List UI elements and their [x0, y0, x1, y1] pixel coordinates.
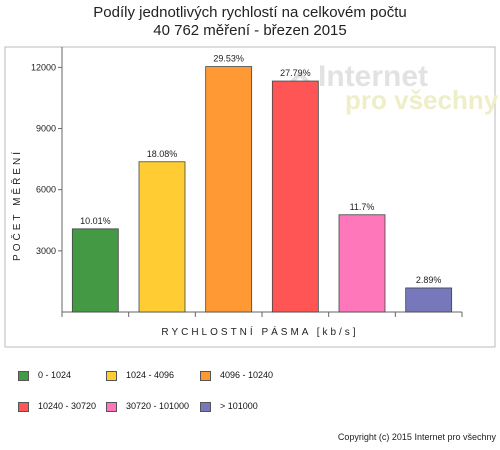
legend-item: 30720 - 101000	[106, 401, 189, 412]
legend-swatch	[200, 370, 211, 381]
legend-label: 30720 - 101000	[126, 401, 190, 411]
legend-swatch	[18, 370, 29, 381]
legend-swatch	[106, 401, 117, 412]
legend-swatch	[18, 401, 29, 412]
bar	[205, 66, 253, 313]
bar-data-label: 18.08%	[147, 149, 178, 159]
legend-swatch	[106, 370, 117, 381]
legend-label: 0 - 1024	[38, 370, 72, 380]
legend-label: 10240 - 30720	[38, 401, 97, 411]
chart-frame	[4, 46, 496, 348]
y-tick-label: 6000	[36, 185, 56, 195]
bar-data-label: 11.7%	[350, 202, 375, 212]
bar-data-label: 10.01%	[80, 216, 111, 226]
legend-item: 4096 - 10240	[200, 370, 273, 381]
bar	[271, 80, 319, 313]
watermark-brand: Internet	[318, 60, 428, 93]
bar	[138, 161, 186, 313]
legend-label: > 101000	[220, 401, 258, 411]
bar	[405, 287, 453, 313]
axes: 3000 6000 9000 12000	[31, 47, 463, 317]
chart-title: Podíly jednotlivých rychlostí na celkové…	[93, 4, 407, 21]
watermark-tagline: pro všechny	[345, 85, 499, 115]
bar	[338, 214, 386, 313]
bar	[71, 228, 119, 313]
legend-item: 0 - 1024	[18, 370, 71, 381]
watermark: Internet pro všechny	[280, 60, 499, 115]
legend-item: 10240 - 30720	[18, 401, 96, 412]
y-tick-label: 12000	[31, 62, 56, 72]
bar-data-label: 29.53%	[213, 54, 244, 64]
legend-item: 1024 - 4096	[106, 370, 174, 381]
legend-item: > 101000	[200, 401, 258, 412]
copyright-text: Copyright (c) 2015 Internet pro všechny	[337, 432, 496, 442]
legend-label: 1024 - 4096	[126, 370, 175, 380]
y-tick-label: 9000	[36, 124, 56, 134]
y-axis-title: POČET MĚŘENÍ	[10, 149, 23, 261]
bar-data-label: 27.79%	[280, 68, 311, 78]
legend-label: 4096 - 10240	[220, 370, 274, 380]
chart-subtitle: 40 762 měření - březen 2015	[153, 22, 347, 39]
x-axis-title: RYCHLOSTNÍ PÁSMA [kb/s]	[161, 325, 358, 338]
legend-swatch	[200, 401, 211, 412]
bars: 10.01% 18.08% 29.53% 27.79% 11.7% 2.89%	[71, 54, 453, 313]
y-tick-label: 3000	[36, 246, 56, 256]
bar-data-label: 2.89%	[416, 275, 442, 285]
